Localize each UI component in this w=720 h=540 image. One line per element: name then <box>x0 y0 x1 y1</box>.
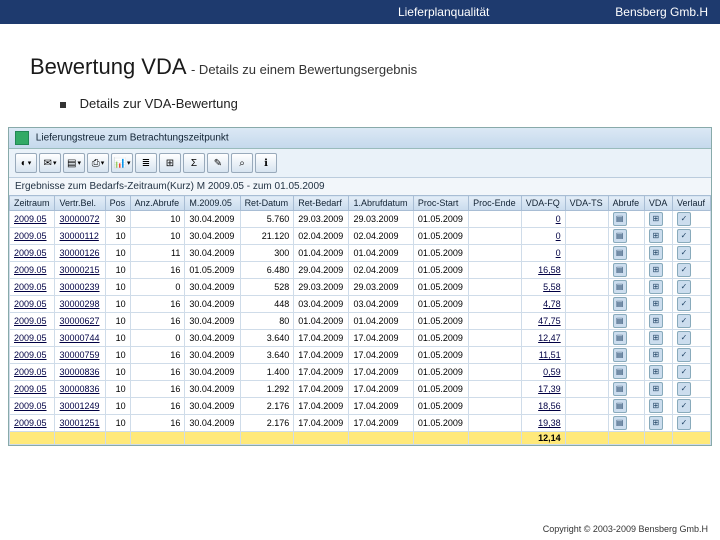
table-row[interactable]: 2009.0530000112101030.04.200921.12002.04… <box>10 228 711 245</box>
vda-icon[interactable]: ⊞ <box>649 297 663 311</box>
column-header[interactable]: Vertr.Bel. <box>55 196 105 211</box>
toolbar-button-4[interactable]: 📊 <box>111 153 133 173</box>
toolbar-button-6[interactable]: ⊞ <box>159 153 181 173</box>
top-header: Lieferplanqualität Bensberg Gmb.H <box>0 0 720 24</box>
column-header[interactable]: Proc-Ende <box>469 196 522 211</box>
table-row[interactable]: 2009.053000074410030.04.20093.64017.04.2… <box>10 330 711 347</box>
header-company: Bensberg Gmb.H <box>615 5 708 19</box>
toolbar-button-2[interactable]: ▤ <box>63 153 85 173</box>
column-header[interactable]: Anz.Abrufe <box>130 196 185 211</box>
header-title: Lieferplanqualität <box>12 5 615 19</box>
table-row[interactable]: 2009.0530001249101630.04.20092.17617.04.… <box>10 398 711 415</box>
total-row: 12,14 <box>10 432 711 445</box>
vda-icon[interactable]: ⊞ <box>649 246 663 260</box>
vda-icon[interactable]: ⊞ <box>649 229 663 243</box>
column-header[interactable]: Ret-Datum <box>240 196 294 211</box>
abrufe-icon[interactable]: ▤ <box>613 212 627 226</box>
bullet-icon <box>60 102 66 108</box>
vda-icon[interactable]: ⊞ <box>649 212 663 226</box>
verlauf-icon[interactable]: ✓ <box>677 314 691 328</box>
vda-icon[interactable]: ⊞ <box>649 382 663 396</box>
abrufe-icon[interactable]: ▤ <box>613 229 627 243</box>
page-title-row: Bewertung VDA - Details zu einem Bewertu… <box>0 24 720 94</box>
footer-copyright: Copyright © 2003-2009 Bensberg Gmb.H <box>543 524 708 534</box>
column-header[interactable]: Pos <box>105 196 130 211</box>
verlauf-icon[interactable]: ✓ <box>677 348 691 362</box>
column-header[interactable]: VDA-TS <box>565 196 608 211</box>
column-header[interactable]: Zeitraum <box>10 196 55 211</box>
verlauf-icon[interactable]: ✓ <box>677 331 691 345</box>
table-row[interactable]: 2009.0530000126101130.04.200930001.04.20… <box>10 245 711 262</box>
sap-window-title: Lieferungstreue zum Betrachtungszeitpunk… <box>36 133 229 144</box>
toolbar-button-1[interactable]: ✉ <box>39 153 61 173</box>
toolbar-button-9[interactable]: ⌕ <box>231 153 253 173</box>
result-caption: Ergebnisse zum Bedarfs-Zeitraum(Kurz) M … <box>9 178 711 195</box>
data-table: ZeitraumVertr.Bel.PosAnz.AbrufeM.2009.05… <box>9 195 711 445</box>
vda-icon[interactable]: ⊞ <box>649 416 663 430</box>
verlauf-icon[interactable]: ✓ <box>677 280 691 294</box>
abrufe-icon[interactable]: ▤ <box>613 246 627 260</box>
vda-icon[interactable]: ⊞ <box>649 348 663 362</box>
abrufe-icon[interactable]: ▤ <box>613 416 627 430</box>
abrufe-icon[interactable]: ▤ <box>613 331 627 345</box>
table-row[interactable]: 2009.0530000215101601.05.20096.48029.04.… <box>10 262 711 279</box>
table-row[interactable]: 2009.0530000627101630.04.20098001.04.200… <box>10 313 711 330</box>
verlauf-icon[interactable]: ✓ <box>677 365 691 379</box>
column-header[interactable]: M.2009.05 <box>185 196 240 211</box>
abrufe-icon[interactable]: ▤ <box>613 280 627 294</box>
column-header[interactable]: VDA-FQ <box>521 196 565 211</box>
table-area: ZeitraumVertr.Bel.PosAnz.AbrufeM.2009.05… <box>9 195 711 445</box>
abrufe-icon[interactable]: ▤ <box>613 263 627 277</box>
toolbar-button-3[interactable]: ⎙ <box>87 153 109 173</box>
table-row[interactable]: 2009.0530000759101630.04.20093.64017.04.… <box>10 347 711 364</box>
column-header[interactable]: VDA <box>644 196 672 211</box>
vda-icon[interactable]: ⊞ <box>649 331 663 345</box>
abrufe-icon[interactable]: ▤ <box>613 399 627 413</box>
vda-icon[interactable]: ⊞ <box>649 365 663 379</box>
abrufe-icon[interactable]: ▤ <box>613 297 627 311</box>
verlauf-icon[interactable]: ✓ <box>677 297 691 311</box>
table-row[interactable]: 2009.0530000072301030.04.20095.76029.03.… <box>10 211 711 228</box>
toolbar-button-10[interactable]: ℹ <box>255 153 277 173</box>
vda-icon[interactable]: ⊞ <box>649 280 663 294</box>
verlauf-icon[interactable]: ✓ <box>677 263 691 277</box>
abrufe-icon[interactable]: ▤ <box>613 365 627 379</box>
verlauf-icon[interactable]: ✓ <box>677 246 691 260</box>
sap-window: Lieferungstreue zum Betrachtungszeitpunk… <box>8 127 712 446</box>
verlauf-icon[interactable]: ✓ <box>677 212 691 226</box>
page-title: Bewertung VDA <box>30 54 187 79</box>
table-row[interactable]: 2009.0530000836101630.04.20091.40017.04.… <box>10 364 711 381</box>
verlauf-icon[interactable]: ✓ <box>677 399 691 413</box>
table-row[interactable]: 2009.0530000298101630.04.200944803.04.20… <box>10 296 711 313</box>
bullet-line: Details zur VDA-Bewertung <box>0 94 720 127</box>
abrufe-icon[interactable]: ▤ <box>613 314 627 328</box>
vda-icon[interactable]: ⊞ <box>649 399 663 413</box>
vda-icon[interactable]: ⊞ <box>649 263 663 277</box>
toolbar-button-7[interactable]: Σ <box>183 153 205 173</box>
verlauf-icon[interactable]: ✓ <box>677 382 691 396</box>
page-subtitle: - Details zu einem Bewertungsergebnis <box>191 62 417 77</box>
verlauf-icon[interactable]: ✓ <box>677 229 691 243</box>
verlauf-icon[interactable]: ✓ <box>677 416 691 430</box>
sap-toolbar: ◐✉▤⎙📊≣⊞Σ✎⌕ℹ <box>9 149 711 178</box>
column-header[interactable]: 1.Abrufdatum <box>349 196 413 211</box>
column-header[interactable]: Verlauf <box>673 196 711 211</box>
sap-window-titlebar: Lieferungstreue zum Betrachtungszeitpunk… <box>9 128 711 149</box>
app-icon <box>15 131 29 145</box>
toolbar-button-8[interactable]: ✎ <box>207 153 229 173</box>
column-header[interactable]: Proc-Start <box>413 196 468 211</box>
toolbar-button-0[interactable]: ◐ <box>15 153 37 173</box>
toolbar-button-5[interactable]: ≣ <box>135 153 157 173</box>
vda-icon[interactable]: ⊞ <box>649 314 663 328</box>
abrufe-icon[interactable]: ▤ <box>613 382 627 396</box>
bullet-text: Details zur VDA-Bewertung <box>80 96 238 111</box>
column-header[interactable]: Abrufe <box>608 196 644 211</box>
table-row[interactable]: 2009.0530000836101630.04.20091.29217.04.… <box>10 381 711 398</box>
table-row[interactable]: 2009.053000023910030.04.200952829.03.200… <box>10 279 711 296</box>
table-row[interactable]: 2009.0530001251101630.04.20092.17617.04.… <box>10 415 711 432</box>
column-header[interactable]: Ret-Bedarf <box>294 196 349 211</box>
abrufe-icon[interactable]: ▤ <box>613 348 627 362</box>
